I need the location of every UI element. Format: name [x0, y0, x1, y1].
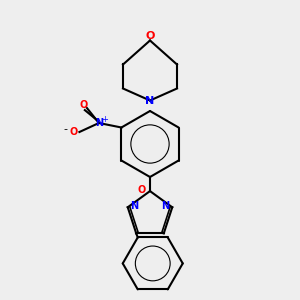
Text: O: O [80, 100, 88, 110]
Text: O: O [69, 127, 77, 137]
Text: O: O [137, 184, 146, 195]
Text: +: + [101, 116, 108, 124]
Text: N: N [146, 95, 154, 106]
Text: N: N [162, 201, 170, 211]
Text: N: N [95, 118, 103, 128]
Text: -: - [64, 124, 68, 134]
Text: O: O [145, 31, 155, 41]
Text: N: N [130, 201, 138, 211]
